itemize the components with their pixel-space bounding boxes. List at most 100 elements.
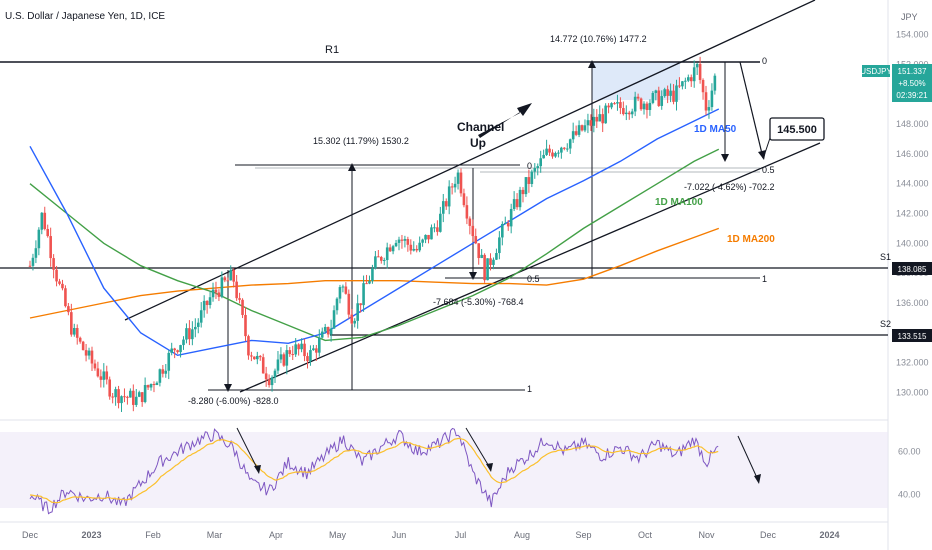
candle-body xyxy=(506,222,510,227)
candle-body xyxy=(350,314,354,324)
candle-body xyxy=(120,396,123,404)
time-tick-label: 2023 xyxy=(81,530,101,540)
rsi-tick-label: 60.00 xyxy=(898,447,921,457)
candle-body xyxy=(297,344,300,350)
candle-body xyxy=(563,147,566,149)
candle-body xyxy=(574,131,578,135)
candle-body xyxy=(678,85,681,87)
candle-body xyxy=(489,258,492,265)
candle-body xyxy=(75,328,79,338)
measure-top-label: 14.772 (10.76%) 1477.2 xyxy=(550,34,647,44)
candle-body xyxy=(427,234,430,240)
candle-body xyxy=(477,243,481,259)
time-tick-label: Apr xyxy=(269,530,283,540)
candle-body xyxy=(226,280,230,282)
candle-body xyxy=(684,80,687,82)
candle-body xyxy=(365,283,368,285)
arrowhead-top xyxy=(588,60,596,68)
rsi-arrowhead-jul xyxy=(486,463,493,472)
arrowhead-jul xyxy=(469,272,477,280)
rsi-arrow-jul xyxy=(465,427,491,469)
candle-body xyxy=(182,339,185,346)
candle-body xyxy=(214,289,218,293)
candle-body xyxy=(129,390,132,398)
candle-body xyxy=(185,328,188,340)
projection-arrowhead xyxy=(758,150,766,160)
candle-body xyxy=(90,350,94,364)
currency-label[interactable]: JPY xyxy=(901,12,918,22)
candle-body xyxy=(557,152,560,154)
time-tick-label: Aug xyxy=(514,530,530,540)
candle-body xyxy=(707,107,711,111)
target-pointer xyxy=(763,137,771,157)
candle-body xyxy=(140,392,144,403)
candle-body xyxy=(191,329,194,340)
candle-body xyxy=(616,102,619,104)
candle-body xyxy=(132,390,135,405)
candle-body xyxy=(223,277,227,281)
candle-body xyxy=(515,199,519,208)
price-tick-label: 140.000 xyxy=(896,238,929,248)
candle-body xyxy=(675,85,678,102)
s2-price-text: 133.515 xyxy=(898,332,927,341)
candle-body xyxy=(43,212,47,229)
candle-body xyxy=(598,114,602,122)
candle-body xyxy=(486,258,489,281)
candle-body xyxy=(55,269,58,282)
candle-body xyxy=(441,201,445,214)
candle-body xyxy=(686,77,690,81)
candle-body xyxy=(625,112,628,115)
r1-label: R1 xyxy=(325,44,339,56)
candle-body xyxy=(379,257,383,261)
candle-body xyxy=(551,152,554,157)
candle-body xyxy=(134,396,138,405)
candle-body xyxy=(571,131,575,140)
candle-body xyxy=(418,242,421,251)
candle-body xyxy=(630,111,634,115)
candle-body xyxy=(382,260,386,262)
candle-body xyxy=(102,371,106,380)
price-badge-countdown: 02:39:21 xyxy=(896,91,928,100)
candle-body xyxy=(202,300,206,311)
time-axis[interactable]: Dec 2023 Feb Mar Apr May Jun Jul Aug Sep Oct Nov Dec… xyxy=(22,530,840,540)
candle-body xyxy=(710,90,714,108)
symbol-badge-text: USDJPY xyxy=(860,67,892,76)
candle-body xyxy=(518,189,522,208)
candle-body xyxy=(241,299,244,315)
candle-body xyxy=(654,90,658,93)
candle-body xyxy=(663,89,666,97)
s2-price-badge xyxy=(892,329,932,342)
candle-body xyxy=(394,242,398,247)
candle-body xyxy=(583,125,587,131)
candle-body xyxy=(40,212,44,230)
candle-body xyxy=(577,125,581,135)
candle-body xyxy=(648,102,652,110)
candle-body xyxy=(657,90,661,106)
candle-body xyxy=(362,283,365,306)
candle-body xyxy=(385,247,389,261)
time-tick-label: Jul xyxy=(455,530,467,540)
candle-body xyxy=(317,337,321,353)
candle-body xyxy=(67,306,70,313)
ma200-layer xyxy=(29,227,720,319)
candle-body xyxy=(326,327,330,335)
channel-label-line2: Up xyxy=(470,136,486,150)
candle-body xyxy=(155,382,159,386)
candle-body xyxy=(196,322,200,327)
candle-body xyxy=(320,331,324,338)
price-badge xyxy=(892,64,932,102)
rsi-arrow-mar xyxy=(236,427,259,471)
candle-body xyxy=(568,139,572,149)
candle-body xyxy=(323,327,327,332)
candle-body xyxy=(666,89,669,96)
candle-body xyxy=(436,227,439,232)
ma100-label: 1D MA100 xyxy=(655,197,703,208)
candle-body xyxy=(211,289,215,298)
price-tick-label: 154.000 xyxy=(896,29,929,39)
price-tick-label: 148.000 xyxy=(896,119,929,129)
candle-body xyxy=(459,172,463,194)
candle-body xyxy=(595,116,599,122)
candle-body xyxy=(179,345,182,353)
candle-body xyxy=(374,256,377,269)
candle-body xyxy=(565,148,569,150)
